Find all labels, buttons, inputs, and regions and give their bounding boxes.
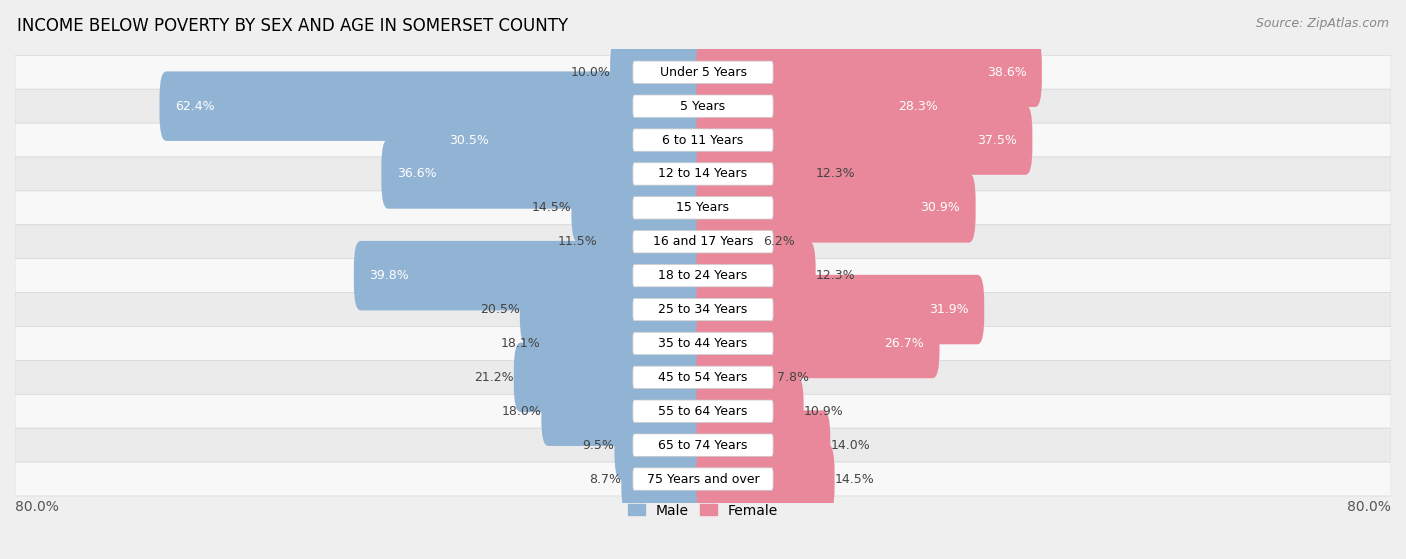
Text: 14.5%: 14.5% bbox=[531, 201, 571, 214]
FancyBboxPatch shape bbox=[15, 394, 1391, 428]
Text: 21.2%: 21.2% bbox=[474, 371, 513, 384]
Text: 55 to 64 Years: 55 to 64 Years bbox=[658, 405, 748, 418]
Text: 15 Years: 15 Years bbox=[676, 201, 730, 214]
FancyBboxPatch shape bbox=[696, 241, 815, 310]
Text: 45 to 54 Years: 45 to 54 Years bbox=[658, 371, 748, 384]
FancyBboxPatch shape bbox=[434, 105, 710, 175]
Text: 80.0%: 80.0% bbox=[15, 500, 59, 514]
Text: 39.8%: 39.8% bbox=[370, 269, 409, 282]
Text: 35 to 44 Years: 35 to 44 Years bbox=[658, 337, 748, 350]
Text: 8.7%: 8.7% bbox=[589, 472, 621, 486]
FancyBboxPatch shape bbox=[15, 361, 1391, 394]
FancyBboxPatch shape bbox=[614, 410, 710, 480]
Text: 18 to 24 Years: 18 to 24 Years bbox=[658, 269, 748, 282]
FancyBboxPatch shape bbox=[696, 343, 778, 412]
FancyBboxPatch shape bbox=[540, 309, 710, 378]
FancyBboxPatch shape bbox=[541, 377, 710, 446]
Text: 18.1%: 18.1% bbox=[501, 337, 540, 350]
FancyBboxPatch shape bbox=[15, 225, 1391, 259]
FancyBboxPatch shape bbox=[15, 157, 1391, 191]
Text: 20.5%: 20.5% bbox=[479, 303, 520, 316]
FancyBboxPatch shape bbox=[696, 105, 1032, 175]
FancyBboxPatch shape bbox=[633, 299, 773, 321]
FancyBboxPatch shape bbox=[696, 309, 939, 378]
FancyBboxPatch shape bbox=[15, 259, 1391, 292]
FancyBboxPatch shape bbox=[15, 89, 1391, 123]
FancyBboxPatch shape bbox=[633, 129, 773, 151]
FancyBboxPatch shape bbox=[633, 95, 773, 117]
Text: 18.0%: 18.0% bbox=[502, 405, 541, 418]
Text: 25 to 34 Years: 25 to 34 Years bbox=[658, 303, 748, 316]
FancyBboxPatch shape bbox=[621, 444, 710, 514]
FancyBboxPatch shape bbox=[15, 292, 1391, 326]
FancyBboxPatch shape bbox=[633, 332, 773, 354]
FancyBboxPatch shape bbox=[354, 241, 710, 310]
FancyBboxPatch shape bbox=[696, 72, 953, 141]
Text: 7.8%: 7.8% bbox=[778, 371, 808, 384]
FancyBboxPatch shape bbox=[571, 173, 710, 243]
Text: 6.2%: 6.2% bbox=[763, 235, 794, 248]
Legend: Male, Female: Male, Female bbox=[623, 498, 783, 523]
Text: Under 5 Years: Under 5 Years bbox=[659, 66, 747, 79]
Text: 62.4%: 62.4% bbox=[174, 100, 215, 113]
Text: 6 to 11 Years: 6 to 11 Years bbox=[662, 134, 744, 146]
Text: 14.5%: 14.5% bbox=[835, 472, 875, 486]
FancyBboxPatch shape bbox=[633, 61, 773, 83]
Text: 16 and 17 Years: 16 and 17 Years bbox=[652, 235, 754, 248]
FancyBboxPatch shape bbox=[633, 366, 773, 389]
FancyBboxPatch shape bbox=[513, 343, 710, 412]
FancyBboxPatch shape bbox=[15, 123, 1391, 157]
FancyBboxPatch shape bbox=[159, 72, 710, 141]
Text: 12.3%: 12.3% bbox=[815, 168, 855, 181]
FancyBboxPatch shape bbox=[381, 139, 710, 209]
Text: 14.0%: 14.0% bbox=[831, 439, 870, 452]
FancyBboxPatch shape bbox=[15, 428, 1391, 462]
FancyBboxPatch shape bbox=[633, 400, 773, 423]
Text: 75 Years and over: 75 Years and over bbox=[647, 472, 759, 486]
FancyBboxPatch shape bbox=[696, 207, 763, 277]
FancyBboxPatch shape bbox=[598, 207, 710, 277]
Text: 36.6%: 36.6% bbox=[396, 168, 436, 181]
Text: 9.5%: 9.5% bbox=[582, 439, 614, 452]
Text: 30.5%: 30.5% bbox=[450, 134, 489, 146]
FancyBboxPatch shape bbox=[696, 444, 835, 514]
Text: 26.7%: 26.7% bbox=[884, 337, 924, 350]
FancyBboxPatch shape bbox=[633, 163, 773, 185]
FancyBboxPatch shape bbox=[15, 462, 1391, 496]
FancyBboxPatch shape bbox=[696, 139, 815, 209]
Text: 30.9%: 30.9% bbox=[921, 201, 960, 214]
Text: 80.0%: 80.0% bbox=[1347, 500, 1391, 514]
FancyBboxPatch shape bbox=[610, 37, 710, 107]
Text: 5 Years: 5 Years bbox=[681, 100, 725, 113]
Text: 12 to 14 Years: 12 to 14 Years bbox=[658, 168, 748, 181]
FancyBboxPatch shape bbox=[633, 468, 773, 490]
Text: 38.6%: 38.6% bbox=[987, 66, 1026, 79]
FancyBboxPatch shape bbox=[633, 230, 773, 253]
FancyBboxPatch shape bbox=[15, 55, 1391, 89]
Text: 10.0%: 10.0% bbox=[571, 66, 610, 79]
FancyBboxPatch shape bbox=[696, 275, 984, 344]
FancyBboxPatch shape bbox=[696, 173, 976, 243]
Text: 10.9%: 10.9% bbox=[804, 405, 844, 418]
Text: 12.3%: 12.3% bbox=[815, 269, 855, 282]
FancyBboxPatch shape bbox=[633, 434, 773, 456]
FancyBboxPatch shape bbox=[633, 197, 773, 219]
Text: 28.3%: 28.3% bbox=[898, 100, 938, 113]
FancyBboxPatch shape bbox=[15, 326, 1391, 361]
FancyBboxPatch shape bbox=[15, 191, 1391, 225]
FancyBboxPatch shape bbox=[696, 37, 1042, 107]
Text: 37.5%: 37.5% bbox=[977, 134, 1017, 146]
FancyBboxPatch shape bbox=[696, 377, 804, 446]
Text: 11.5%: 11.5% bbox=[557, 235, 598, 248]
Text: 31.9%: 31.9% bbox=[929, 303, 969, 316]
Text: Source: ZipAtlas.com: Source: ZipAtlas.com bbox=[1256, 17, 1389, 30]
FancyBboxPatch shape bbox=[633, 264, 773, 287]
Text: 65 to 74 Years: 65 to 74 Years bbox=[658, 439, 748, 452]
Text: INCOME BELOW POVERTY BY SEX AND AGE IN SOMERSET COUNTY: INCOME BELOW POVERTY BY SEX AND AGE IN S… bbox=[17, 17, 568, 35]
FancyBboxPatch shape bbox=[696, 410, 831, 480]
FancyBboxPatch shape bbox=[520, 275, 710, 344]
